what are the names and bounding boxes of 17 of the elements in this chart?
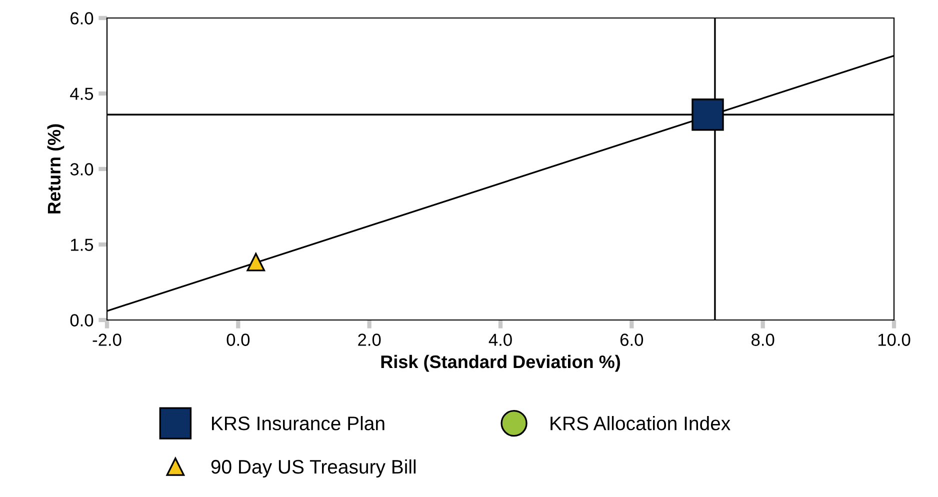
- legend-label: 90 Day US Treasury Bill: [211, 459, 416, 478]
- x-tick-label: 6.0: [620, 334, 644, 346]
- legend-label: KRS Insurance Plan: [212, 416, 384, 430]
- x-tick-label: 0.0: [226, 334, 250, 346]
- x-tick-label: 4.0: [488, 334, 512, 346]
- x-tick-label: 2.0: [358, 334, 381, 346]
- y-tick-label: 0.0: [70, 314, 94, 326]
- y-tick-label: 4.5: [70, 88, 94, 100]
- y-axis-title: Return (%): [47, 124, 64, 214]
- x-tick-label: 10.0: [878, 334, 910, 346]
- legend-label: KRS Allocation Index: [550, 416, 730, 430]
- y-tick-label: 3.0: [70, 163, 94, 176]
- x-axis-title: Risk (Standard Deviation %): [381, 354, 620, 372]
- y-tick-label: 6.0: [70, 12, 94, 24]
- y-tick-label: 1.5: [70, 238, 94, 251]
- x-tick-label: -2.0: [92, 334, 122, 346]
- x-tick-label: 8.0: [752, 334, 774, 346]
